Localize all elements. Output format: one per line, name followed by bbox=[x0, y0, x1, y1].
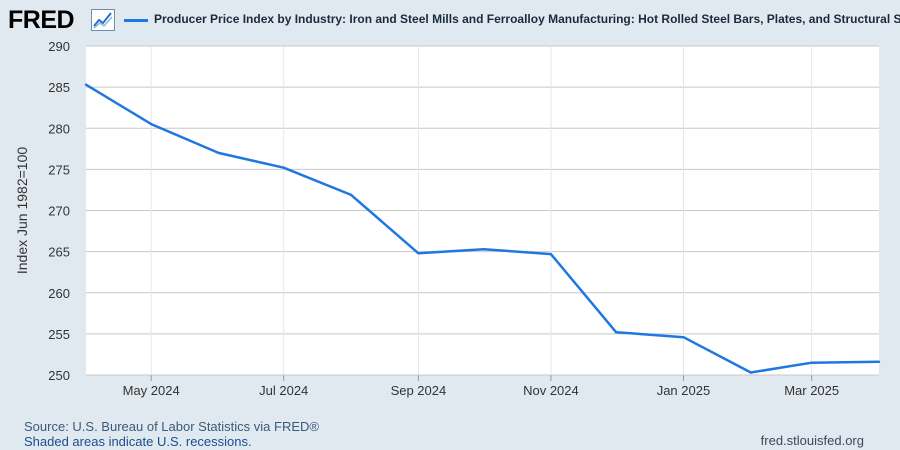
y-tick-label: 280 bbox=[48, 121, 70, 136]
chart-header: FRED Producer Price Index by Industry: I… bbox=[0, 0, 900, 40]
data-point bbox=[84, 83, 88, 86]
y-tick-label: 270 bbox=[48, 204, 70, 219]
y-axis-ticks: 250 255 260 265 270 275 280 285 290 bbox=[48, 39, 70, 383]
site-link[interactable]: fred.stlouisfed.org bbox=[760, 433, 864, 448]
x-axis-ticks: May 2024 Jul 2024 Sep 2024 Nov 2024 Jan 2025… bbox=[123, 375, 839, 398]
source-text: Source: U.S. Bureau of Labor Statistics … bbox=[24, 419, 319, 434]
data-point bbox=[149, 122, 153, 126]
y-axis-label: Index Jun 1982=100 bbox=[14, 147, 30, 274]
y-tick-label: 255 bbox=[48, 327, 70, 342]
data-point bbox=[217, 151, 220, 155]
y-tick-label: 260 bbox=[48, 286, 70, 301]
x-tick-label: Sep 2024 bbox=[391, 383, 447, 398]
footer-source: Source: U.S. Bureau of Labor Statistics … bbox=[24, 419, 319, 449]
series-title[interactable]: Producer Price Index by Industry: Iron a… bbox=[154, 12, 900, 26]
x-tick-label: Nov 2024 bbox=[523, 383, 579, 398]
data-point bbox=[349, 193, 353, 197]
y-tick-label: 275 bbox=[48, 162, 70, 177]
grid-lines bbox=[86, 45, 879, 376]
y-tick-label: 265 bbox=[48, 245, 70, 260]
x-tick-label: Mar 2025 bbox=[784, 383, 839, 398]
y-tick-label: 250 bbox=[48, 368, 70, 383]
data-point bbox=[682, 335, 685, 339]
recession-note: Shaded areas indicate U.S. recessions. bbox=[24, 434, 252, 449]
x-tick-label: Jan 2025 bbox=[657, 383, 711, 398]
data-point bbox=[482, 247, 485, 251]
series-points bbox=[84, 83, 881, 374]
x-tick-label: Jul 2024 bbox=[259, 383, 308, 398]
data-point bbox=[282, 166, 285, 169]
data-point bbox=[877, 360, 881, 364]
data-point bbox=[549, 252, 553, 256]
data-point bbox=[810, 361, 813, 364]
legend-line-swatch bbox=[124, 19, 148, 22]
y-tick-label: 285 bbox=[48, 80, 70, 95]
data-point bbox=[749, 371, 753, 374]
y-tick-label: 290 bbox=[48, 39, 70, 54]
fred-logo[interactable]: FRED bbox=[8, 6, 75, 34]
fred-chart-icon bbox=[91, 9, 115, 31]
data-point bbox=[417, 252, 420, 255]
x-tick-label: May 2024 bbox=[123, 383, 180, 398]
data-point bbox=[614, 331, 618, 334]
